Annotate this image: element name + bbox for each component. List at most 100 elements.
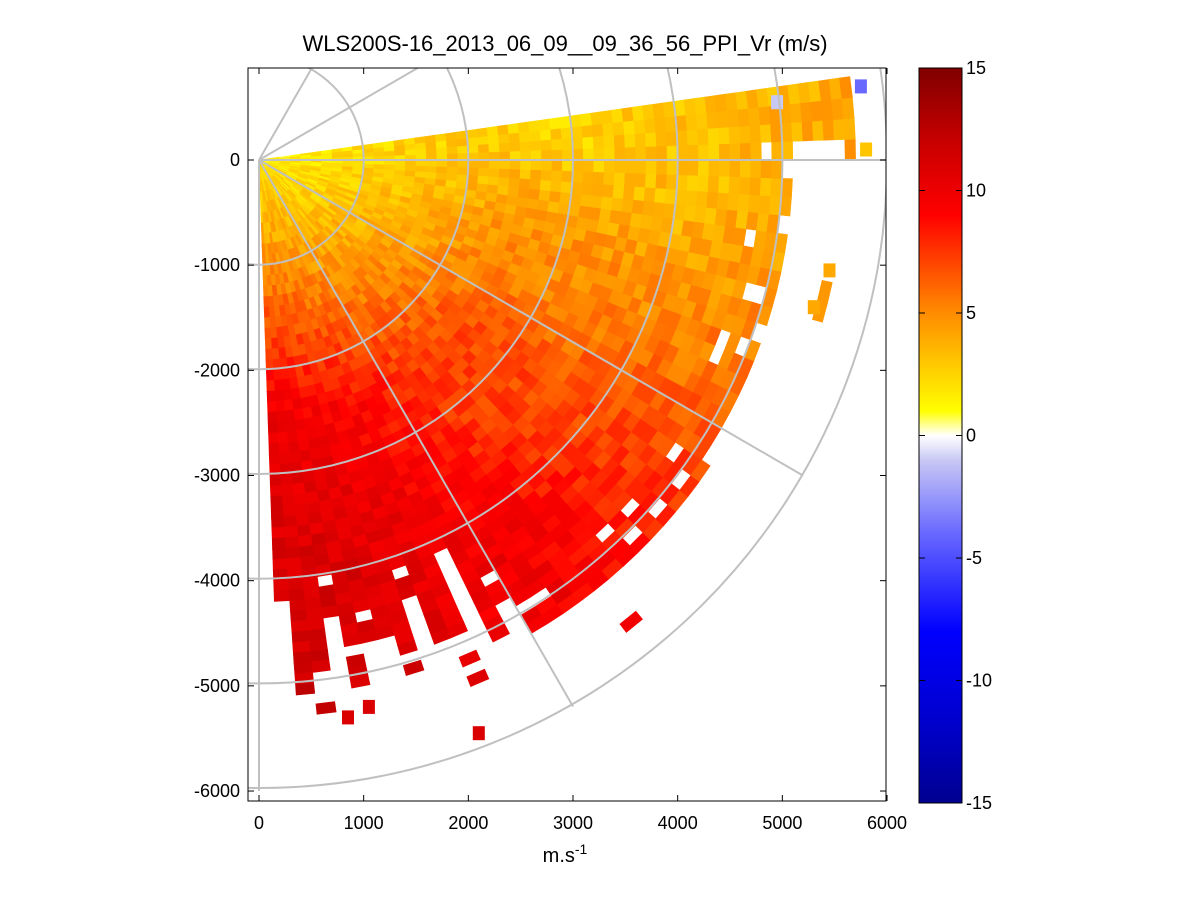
velocity-cell [602, 122, 615, 137]
velocity-cell [486, 125, 499, 137]
velocity-cell [488, 142, 500, 153]
velocity-cell [644, 173, 657, 189]
velocity-cell [547, 200, 560, 214]
velocity-cell [572, 159, 584, 172]
isolated-cell [771, 95, 784, 110]
velocity-cell [614, 146, 626, 161]
velocity-cell [271, 516, 285, 529]
velocity-cell [645, 145, 658, 161]
velocity-cell [268, 432, 280, 445]
velocity-cell [590, 111, 603, 126]
colorbar-tick-label: 0 [966, 426, 976, 446]
velocity-cell [706, 111, 719, 129]
velocity-cell [603, 147, 616, 161]
velocity-cell [707, 175, 720, 193]
velocity-cell [579, 112, 593, 127]
velocity-cell [286, 420, 298, 433]
velocity-cell [581, 124, 594, 138]
velocity-cell [579, 193, 593, 208]
plot-area [247, 67, 887, 802]
y-tick-label: 0 [230, 150, 240, 170]
velocity-cell [526, 197, 540, 210]
velocity-cell [603, 171, 616, 186]
velocity-cell [278, 442, 290, 455]
velocity-cell [403, 137, 416, 145]
velocity-cell [265, 348, 274, 361]
velocity-cell [284, 409, 296, 422]
velocity-cell [436, 146, 448, 155]
velocity-cell [288, 588, 306, 601]
velocity-cell [706, 191, 719, 209]
velocity-cell [551, 138, 563, 151]
velocity-cell [509, 168, 521, 179]
plot-frame [247, 67, 887, 802]
velocity-cell [611, 108, 624, 123]
velocity-cell [271, 537, 287, 550]
velocity-cell [716, 110, 730, 129]
velocity-cell [536, 199, 550, 212]
velocity-cell [562, 159, 574, 172]
velocity-cell [498, 133, 510, 144]
velocity-cell [287, 578, 305, 591]
velocity-cell [529, 129, 542, 142]
velocity-cell [509, 159, 522, 170]
velocity-cell [622, 120, 636, 135]
velocity-cell [292, 482, 306, 496]
velocity-cell [276, 421, 288, 434]
velocity-cell [592, 171, 605, 185]
velocity-cell [685, 113, 698, 131]
velocity-cell [280, 473, 294, 486]
velocity-cell [458, 649, 481, 668]
velocity-cell [571, 136, 584, 150]
velocity-cell [832, 118, 846, 141]
velocity-cell [282, 504, 297, 518]
velocity-cell [614, 159, 626, 174]
velocity-cell [286, 557, 303, 570]
velocity-cell [446, 166, 459, 175]
velocity-cell [839, 76, 853, 99]
velocity-cell [466, 136, 479, 146]
velocity-cell [624, 146, 637, 161]
velocity-cell [540, 169, 553, 181]
velocity-cell [810, 100, 824, 122]
velocity-cell [538, 189, 551, 202]
velocity-cell [635, 146, 647, 161]
velocity-cell [634, 132, 647, 148]
velocity-cell [655, 131, 668, 147]
velocity-cell [284, 536, 300, 549]
velocity-cell [530, 149, 542, 161]
velocity-cell [269, 484, 283, 497]
velocity-cell [697, 175, 710, 192]
velocity-cell [729, 142, 741, 161]
velocity-cell [282, 494, 296, 507]
velocity-cell [548, 117, 562, 130]
velocity-cell [540, 139, 553, 151]
velocity-cell [550, 180, 563, 193]
colorbar: 15 10 5 0 -5 -10 -15 [918, 58, 992, 813]
velocity-cell [507, 123, 520, 134]
velocity-cell [293, 492, 308, 506]
velocity-cell [676, 174, 689, 191]
velocity-cell [363, 163, 375, 169]
velocity-cell [466, 174, 479, 184]
velocity-cell [467, 159, 480, 169]
velocity-cell [294, 503, 309, 516]
velocity-cell [591, 183, 604, 197]
velocity-cell [289, 451, 302, 464]
velocity-cell [600, 195, 614, 211]
velocity-cell [718, 126, 731, 145]
velocity-cell [272, 558, 288, 571]
x-tick-label: 2000 [448, 813, 488, 833]
velocity-cell [643, 117, 657, 134]
velocity-cell [686, 128, 699, 146]
colorbar-gradient [918, 67, 963, 804]
velocity-cell [697, 143, 710, 161]
velocity-cell [290, 609, 308, 622]
velocity-cell [517, 121, 531, 133]
velocity-cell [603, 159, 616, 173]
radial-line [258, 68, 420, 161]
velocity-cell [728, 176, 741, 195]
velocity-cell [749, 124, 762, 144]
velocity-cell [487, 134, 500, 145]
velocity-cell [269, 474, 282, 487]
